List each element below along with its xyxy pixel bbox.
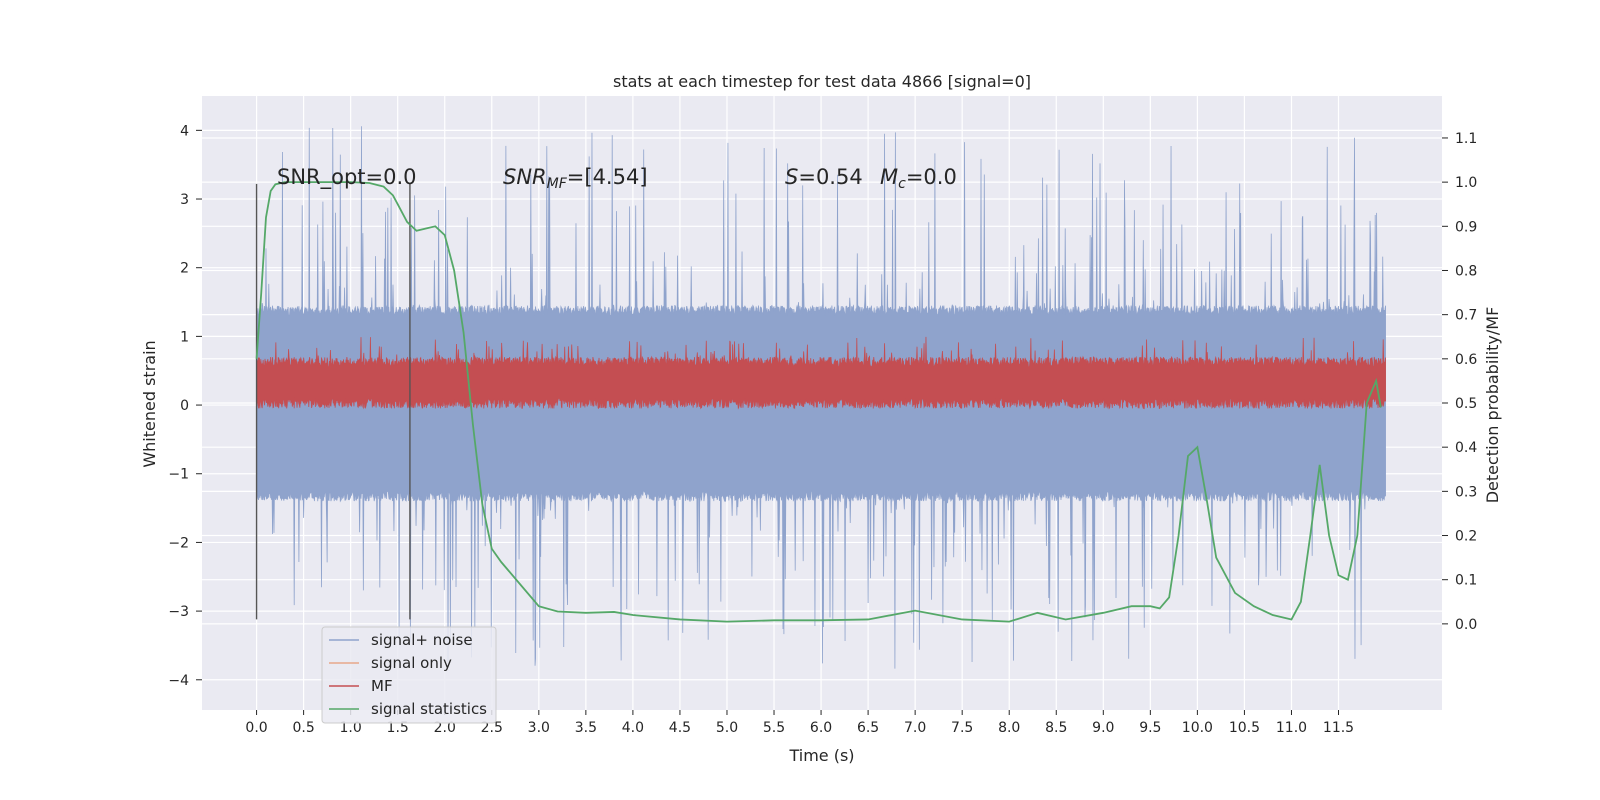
x-tick-label-3: 1.5 (387, 720, 409, 736)
annotation-snr-opt: SNR_opt=0.0 (277, 165, 417, 190)
y2-tick-label-6: 0.6 (1455, 352, 1477, 368)
x-axis-label: Time (s) (788, 746, 854, 765)
y-tick-label-4: 0 (180, 398, 189, 414)
annotation-mc-label: M (880, 165, 898, 189)
y2-tick-label-5: 0.5 (1455, 396, 1477, 412)
x-tick-label-19: 9.5 (1139, 720, 1161, 736)
annotation-mc-value: =0.0 (906, 165, 957, 189)
x-tick-label-2: 1.0 (340, 720, 362, 736)
x-tick-label-15: 7.5 (951, 720, 973, 736)
x-tick-label-4: 2.0 (434, 720, 456, 736)
annotation-snr-mf: SNRMF=[4.54] (503, 165, 648, 192)
y-tick-label-3: −1 (168, 467, 189, 483)
legend-label-signal-noise: signal+ noise (371, 631, 473, 649)
y2-tick-label-2: 0.2 (1455, 529, 1477, 545)
y2-tick-label-3: 0.3 (1455, 484, 1477, 500)
x-tick-label-11: 5.5 (763, 720, 785, 736)
x-tick-label-8: 4.0 (622, 720, 644, 736)
series-band-mf (256, 336, 1386, 410)
annotation-s: S=0.54 (785, 165, 863, 189)
series-line-signal-statistics (255, 181, 1382, 623)
y-tick-label-5: 1 (180, 329, 189, 345)
annotation-snr-mf-prefix: SNR (503, 165, 547, 189)
x-tick-label-23: 11.5 (1323, 720, 1354, 736)
chart-title: stats at each timestep for test data 486… (613, 72, 1031, 91)
legend-label-mf: MF (371, 677, 393, 695)
series-mf (256, 336, 1386, 410)
x-tick-label-20: 10.0 (1182, 720, 1213, 736)
y2-tick-label-0: 0.0 (1455, 617, 1477, 633)
y-axis-ticks: −4 −3 −2 −1 0 1 2 3 4 (168, 123, 202, 689)
x-tick-label-17: 8.5 (1045, 720, 1067, 736)
x-tick-label-7: 3.5 (575, 720, 597, 736)
x-tick-label-1: 0.5 (292, 720, 314, 736)
x-tick-label-16: 8.0 (998, 720, 1020, 736)
annotation-mc: Mc=0.0 (880, 165, 957, 192)
y-axis-label: Whitened strain (140, 340, 159, 467)
x-axis-ticks: 0.0 0.5 1.0 1.5 2.0 2.5 3.0 3.5 4.0 4.5 5.0 5.5 6.0 6… (245, 710, 1354, 736)
y-tick-label-0: −4 (168, 673, 189, 689)
x-tick-label-9: 4.5 (669, 720, 691, 736)
x-tick-label-14: 7.0 (904, 720, 926, 736)
y-tick-label-1: −3 (168, 604, 189, 620)
legend-box (321, 626, 497, 724)
y2-tick-label-1: 0.1 (1455, 573, 1477, 589)
y-tick-label-6: 2 (180, 261, 189, 277)
y2-axis-ticks: 0.0 0.1 0.2 0.3 0.4 0.5 0.6 0.7 0.8 0.9 1.0 1.1 (1442, 131, 1477, 633)
x-tick-label-12: 6.0 (810, 720, 832, 736)
y-tick-label-2: −2 (168, 535, 189, 551)
legend-label-signal-only: signal only (371, 654, 452, 672)
x-tick-label-21: 10.5 (1229, 720, 1260, 736)
y2-tick-label-7: 0.7 (1455, 308, 1477, 324)
legend: signal+ noise signal only MF signal stat… (321, 626, 497, 724)
x-tick-label-10: 5.0 (716, 720, 738, 736)
annotation-snr-mf-value: =[4.54] (567, 165, 648, 189)
series-signal-statistics (255, 181, 1382, 623)
x-tick-label-0: 0.0 (245, 720, 267, 736)
y2-axis-label: Detection probability/MF (1483, 307, 1502, 504)
y2-tick-label-9: 0.9 (1455, 219, 1477, 235)
x-tick-label-13: 6.5 (857, 720, 879, 736)
x-tick-label-6: 3.0 (528, 720, 550, 736)
x-tick-label-22: 11.0 (1276, 720, 1307, 736)
annotation-snr-mf-sub: MF (547, 176, 568, 192)
y2-tick-label-4: 0.4 (1455, 440, 1477, 456)
y-tick-label-8: 4 (180, 123, 189, 139)
legend-label-signal-statistics: signal statistics (371, 700, 487, 718)
annotation-mc-sub: c (898, 176, 906, 192)
vertical-lines (255, 183, 411, 620)
y-tick-label-7: 3 (180, 192, 189, 208)
annotation-s-label: S (785, 165, 798, 189)
x-tick-label-5: 2.5 (481, 720, 503, 736)
y2-tick-label-11: 1.1 (1455, 131, 1477, 147)
annotation-s-value: =0.54 (798, 165, 862, 189)
x-tick-label-18: 9.0 (1092, 720, 1114, 736)
y2-tick-label-10: 1.0 (1455, 175, 1477, 191)
y2-tick-label-8: 0.8 (1455, 263, 1477, 279)
